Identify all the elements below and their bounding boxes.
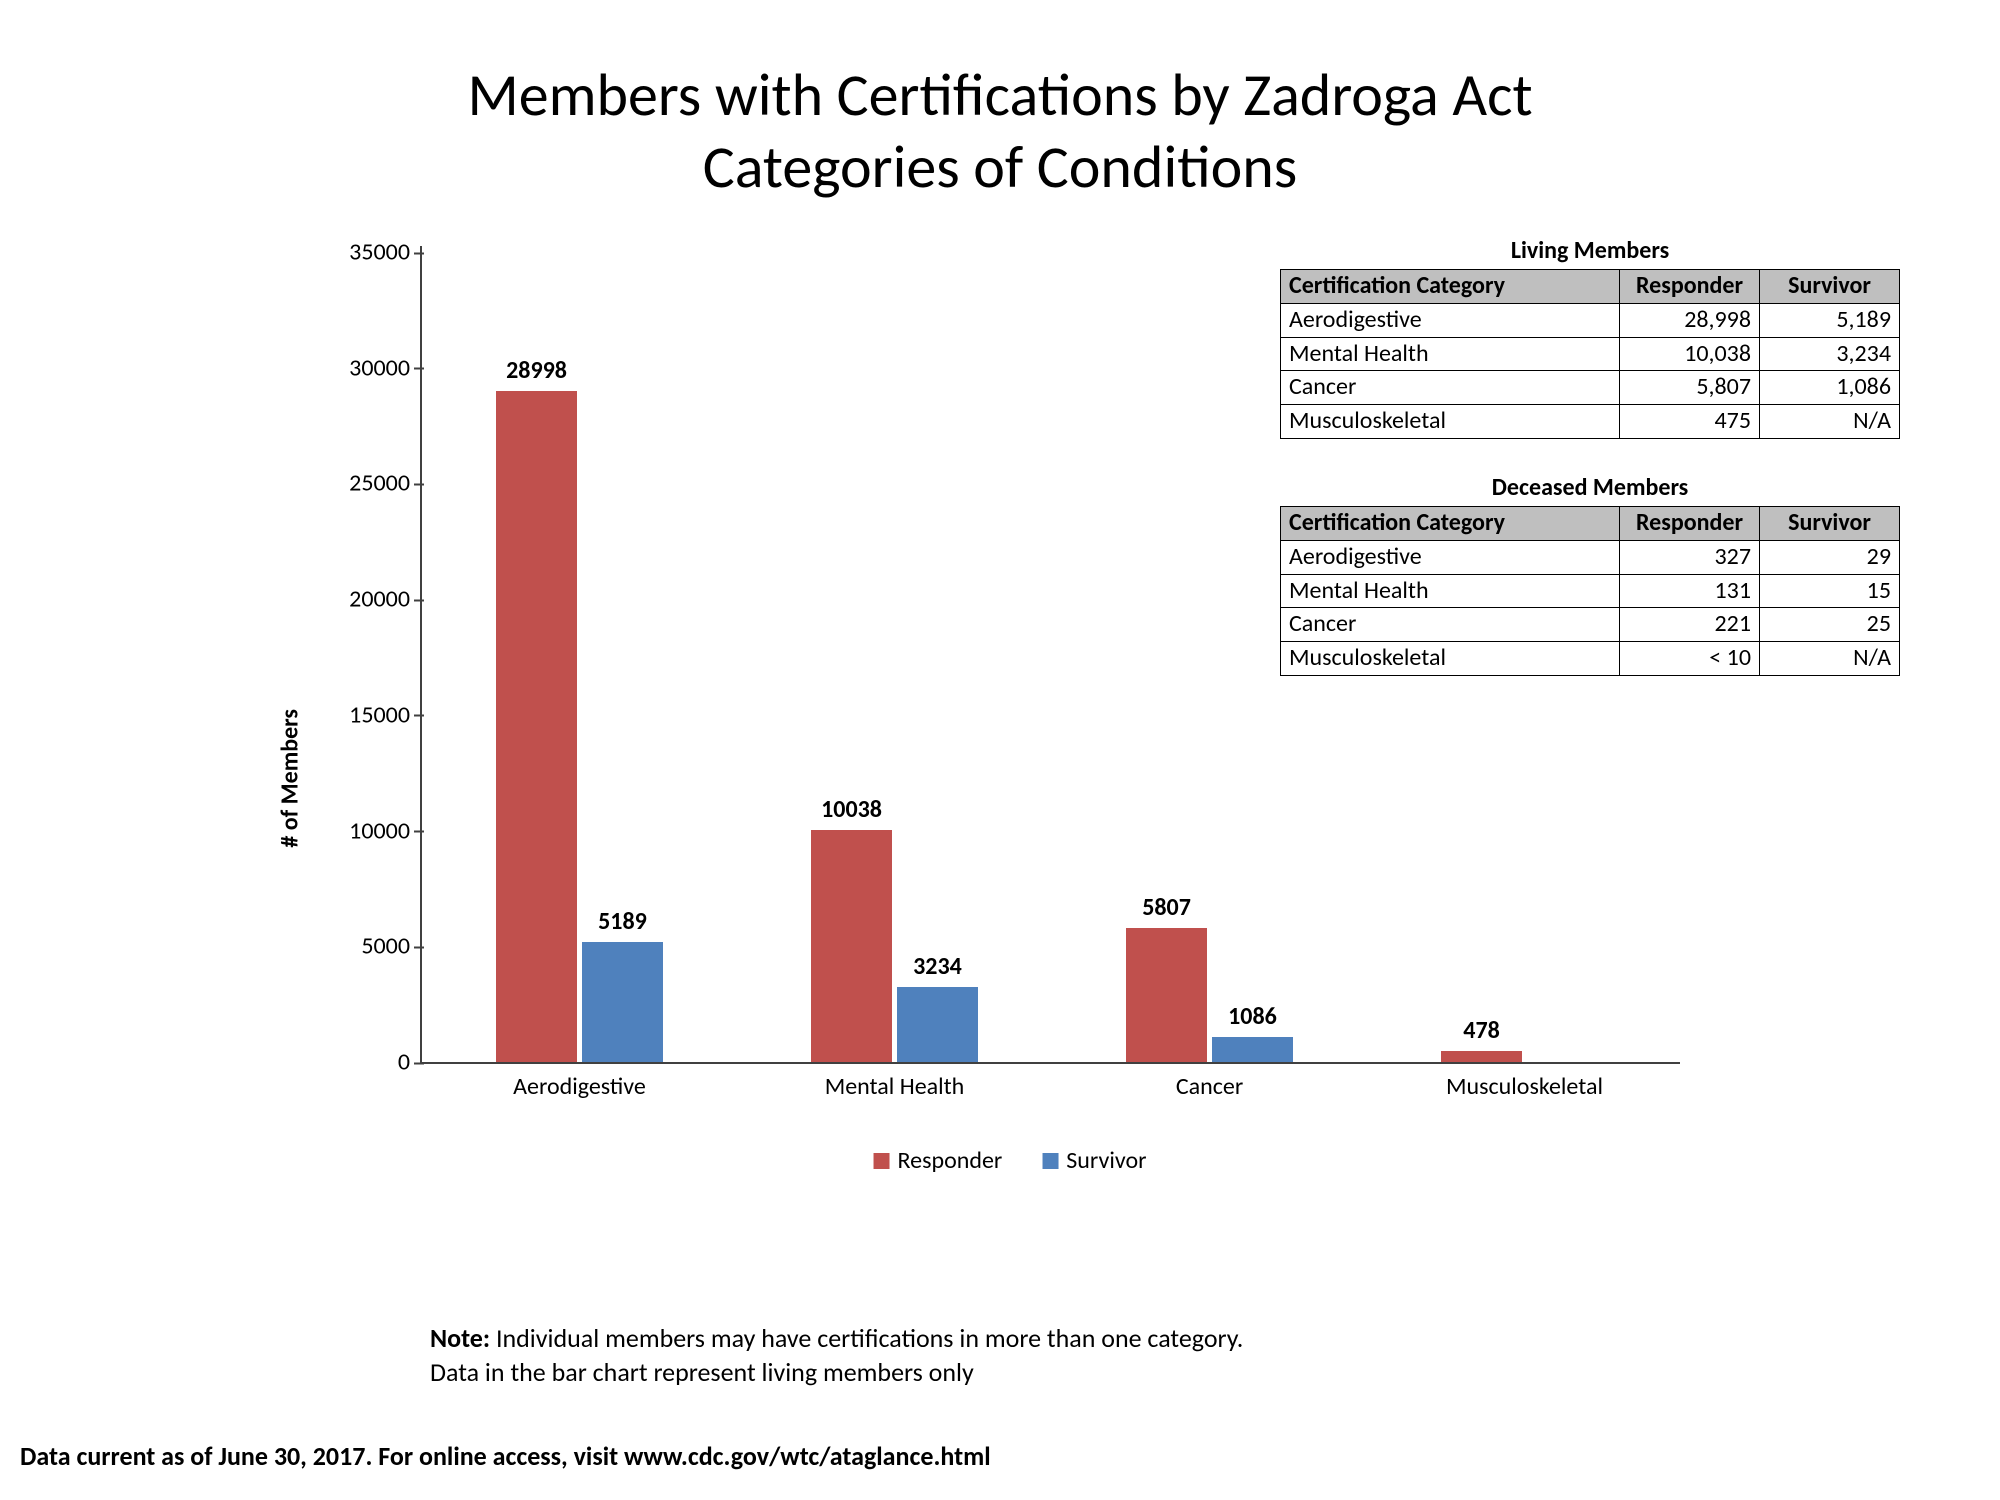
y-tick: 30000 bbox=[349, 353, 422, 382]
legend-item: Survivor bbox=[1042, 1146, 1146, 1175]
table-row: Aerodigestive32729 bbox=[1281, 540, 1900, 574]
table-cell: 131 bbox=[1620, 574, 1760, 608]
table-header-cell: Certification Category bbox=[1281, 506, 1620, 540]
bar-value-label: 1086 bbox=[1228, 1002, 1277, 1037]
note-line-2: Data in the bar chart represent living m… bbox=[430, 1356, 974, 1388]
y-axis-label: # of Members bbox=[276, 709, 305, 848]
x-category-label: Musculoskeletal bbox=[1446, 1062, 1603, 1101]
table-cell: 5,807 bbox=[1620, 371, 1760, 405]
bar-value-label: 5807 bbox=[1142, 893, 1191, 928]
table-row: Aerodigestive28,9985,189 bbox=[1281, 303, 1900, 337]
table-cell: 5,189 bbox=[1760, 303, 1900, 337]
bar-survivor: 3234 bbox=[897, 987, 979, 1062]
table-row: Cancer22125 bbox=[1281, 608, 1900, 642]
bar-survivor: 5189 bbox=[582, 942, 664, 1062]
bar-value-label: 28998 bbox=[506, 356, 567, 391]
page: Members with Certifications by Zadroga A… bbox=[0, 0, 2000, 1500]
table-cell: 3,234 bbox=[1760, 337, 1900, 371]
table-cell: 10,038 bbox=[1620, 337, 1760, 371]
y-tick: 35000 bbox=[349, 238, 422, 267]
table-cell: 15 bbox=[1760, 574, 1900, 608]
table-cell: 327 bbox=[1620, 540, 1760, 574]
table-cell: Musculoskeletal bbox=[1281, 642, 1620, 676]
legend-label: Responder bbox=[898, 1146, 1003, 1175]
living-members-table: Certification CategoryResponderSurvivorA… bbox=[1280, 269, 1900, 439]
table-cell: 25 bbox=[1760, 608, 1900, 642]
table-row: Mental Health10,0383,234 bbox=[1281, 337, 1900, 371]
legend-item: Responder bbox=[874, 1146, 1003, 1175]
x-category-label: Mental Health bbox=[825, 1062, 965, 1101]
table-cell: Aerodigestive bbox=[1281, 303, 1620, 337]
table-header-cell: Survivor bbox=[1760, 270, 1900, 304]
y-tick: 0 bbox=[398, 1048, 422, 1077]
table-cell: Mental Health bbox=[1281, 574, 1620, 608]
table-cell: < 10 bbox=[1620, 642, 1760, 676]
table-cell: Aerodigestive bbox=[1281, 540, 1620, 574]
chart-legend: Responder Survivor bbox=[874, 1146, 1147, 1175]
page-title: Members with Certifications by Zadroga A… bbox=[40, 60, 1960, 204]
table-header-cell: Responder bbox=[1620, 506, 1760, 540]
table-cell: Mental Health bbox=[1281, 337, 1620, 371]
table-header-cell: Responder bbox=[1620, 270, 1760, 304]
bar-value-label: 5189 bbox=[598, 907, 647, 942]
deceased-table-title: Deceased Members bbox=[1280, 473, 1900, 502]
note-bold: Note: bbox=[430, 1322, 490, 1354]
table-cell: 221 bbox=[1620, 608, 1760, 642]
table-cell: 1,086 bbox=[1760, 371, 1900, 405]
y-tick: 25000 bbox=[349, 469, 422, 498]
legend-swatch bbox=[874, 1153, 890, 1169]
bar-value-label: 478 bbox=[1463, 1016, 1500, 1051]
y-tick: 5000 bbox=[361, 932, 422, 961]
bar-responder: 10038 bbox=[811, 830, 893, 1062]
title-line-2: Categories of Conditions bbox=[703, 131, 1298, 204]
table-cell: Cancer bbox=[1281, 371, 1620, 405]
table-row: Cancer5,8071,086 bbox=[1281, 371, 1900, 405]
content-row: # of Members 0 5000 10000 15000 20000 25000 30… bbox=[40, 234, 1960, 1254]
table-row: Musculoskeletal475N/A bbox=[1281, 405, 1900, 439]
data-tables: Living Members Certification CategoryRes… bbox=[1280, 236, 1900, 676]
bar-responder: 28998 bbox=[496, 391, 578, 1062]
note-line-1: Individual members may have certificatio… bbox=[490, 1322, 1243, 1354]
table-cell: 475 bbox=[1620, 405, 1760, 439]
bar-value-label: 3234 bbox=[913, 952, 962, 987]
y-tick: 10000 bbox=[349, 816, 422, 845]
y-tick: 15000 bbox=[349, 700, 422, 729]
deceased-members-table: Certification CategoryResponderSurvivorA… bbox=[1280, 506, 1900, 676]
bar-survivor: 1086 bbox=[1212, 1037, 1294, 1062]
legend-label: Survivor bbox=[1066, 1146, 1146, 1175]
table-row: Mental Health13115 bbox=[1281, 574, 1900, 608]
table-row: Musculoskeletal< 10N/A bbox=[1281, 642, 1900, 676]
table-cell: Musculoskeletal bbox=[1281, 405, 1620, 439]
living-table-title: Living Members bbox=[1280, 236, 1900, 265]
table-header-cell: Survivor bbox=[1760, 506, 1900, 540]
x-category-label: Cancer bbox=[1176, 1062, 1243, 1101]
table-cell: N/A bbox=[1760, 405, 1900, 439]
bar-responder: 5807 bbox=[1126, 928, 1208, 1062]
bar-group: 100383234Mental Health bbox=[737, 254, 1052, 1062]
table-cell: Cancer bbox=[1281, 608, 1620, 642]
table-cell: 29 bbox=[1760, 540, 1900, 574]
legend-swatch bbox=[1042, 1153, 1058, 1169]
table-cell: N/A bbox=[1760, 642, 1900, 676]
x-category-label: Aerodigestive bbox=[513, 1062, 646, 1101]
footer-text: Data current as of June 30, 2017. For on… bbox=[20, 1440, 991, 1472]
y-tick: 20000 bbox=[349, 585, 422, 614]
table-cell: 28,998 bbox=[1620, 303, 1760, 337]
bar-group: 289985189Aerodigestive bbox=[422, 254, 737, 1062]
title-line-1: Members with Certifications by Zadroga A… bbox=[467, 59, 1532, 132]
bar-responder: 478 bbox=[1441, 1051, 1523, 1062]
chart-note: Note: Individual members may have certif… bbox=[430, 1322, 1243, 1390]
bar-value-label: 10038 bbox=[821, 795, 882, 830]
table-header-cell: Certification Category bbox=[1281, 270, 1620, 304]
